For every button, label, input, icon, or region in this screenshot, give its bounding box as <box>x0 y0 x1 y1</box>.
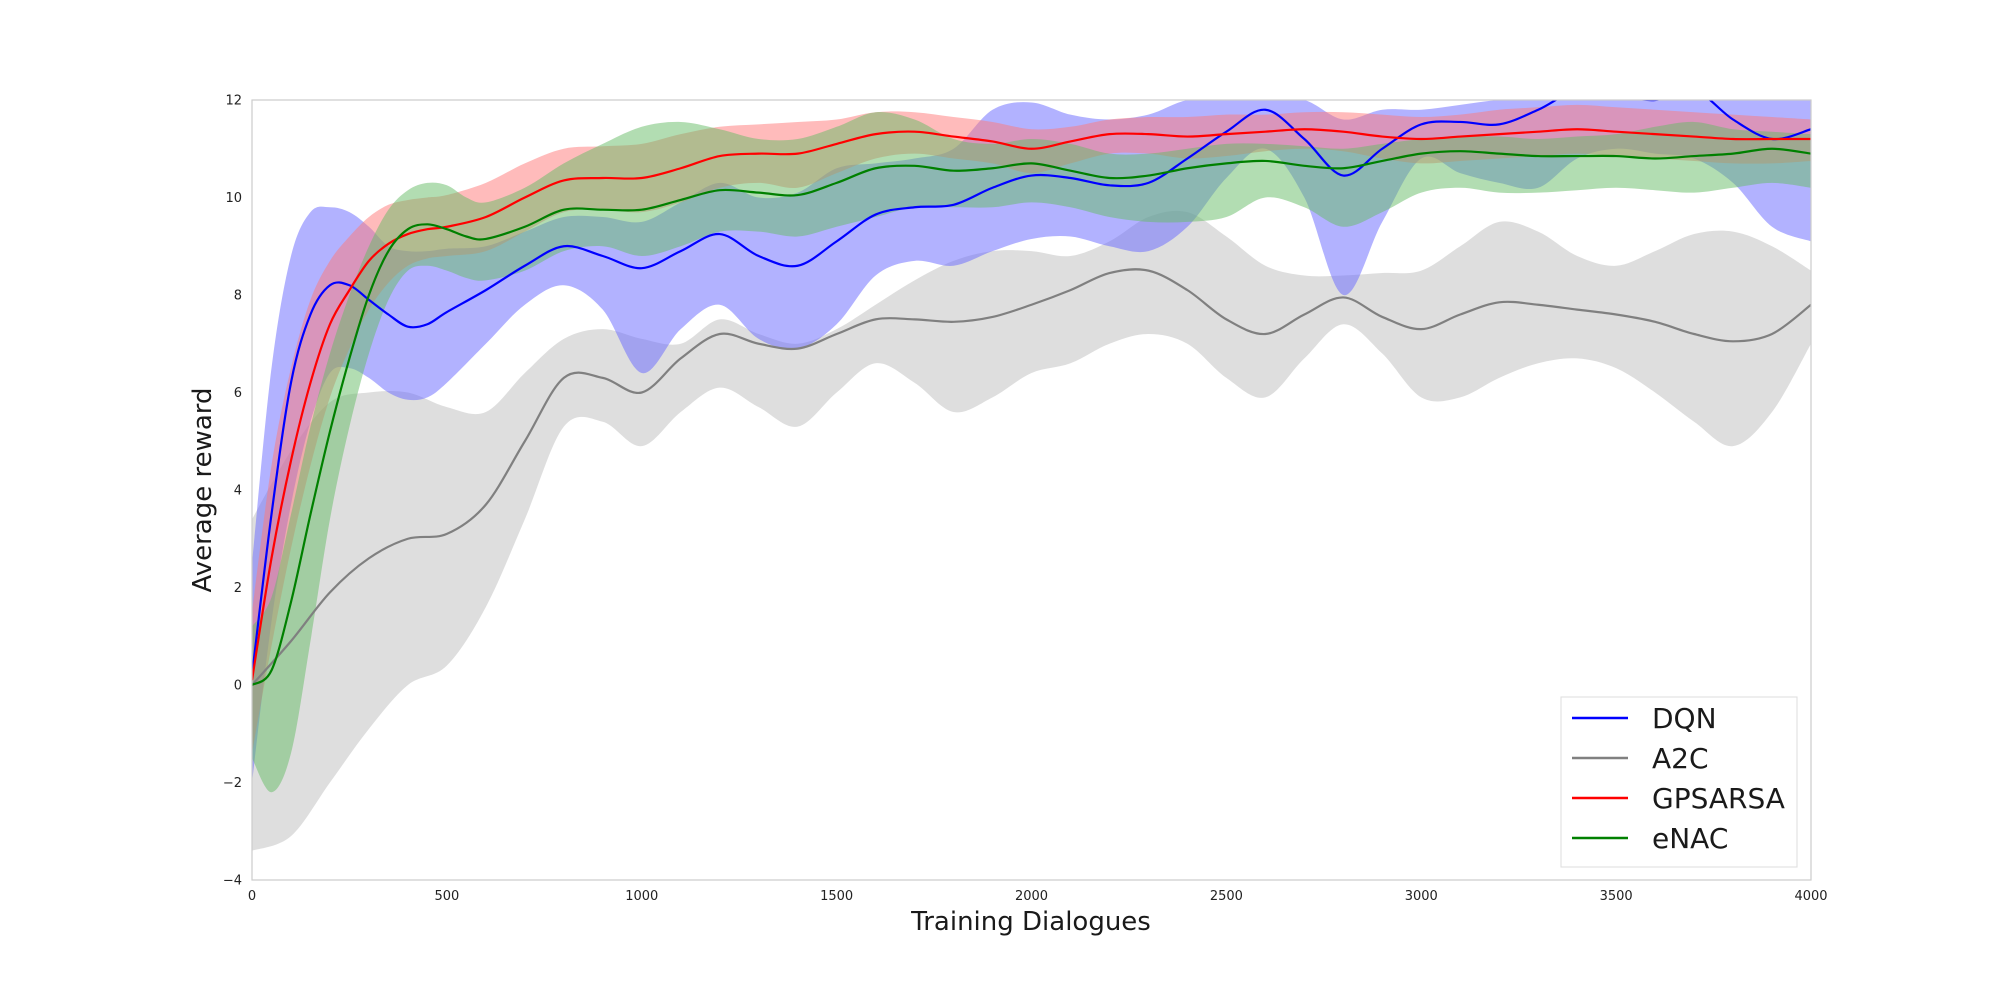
x-axis-title: Training Dialogues <box>910 907 1151 937</box>
y-axis-title: Average reward <box>188 387 218 592</box>
series-line-gpsarsa <box>252 128 1811 681</box>
y-tick-label: −4 <box>223 874 242 889</box>
y-tick-label: 4 <box>234 484 242 499</box>
x-tick-label: 3000 <box>1405 889 1438 904</box>
x-tick-label: 0 <box>248 889 256 904</box>
series-line-dqn <box>252 100 1811 676</box>
confidence-bands <box>252 100 1811 851</box>
y-tick-label: 10 <box>225 191 242 206</box>
legend-label-enac: eNAC <box>1652 822 1728 855</box>
plot-frame <box>251 99 1812 881</box>
x-tick-label: 3500 <box>1600 889 1633 904</box>
confidence-band-enac <box>252 111 1811 793</box>
y-tick-label: 12 <box>225 94 242 109</box>
legend-label-gpsarsa: GPSARSA <box>1652 782 1785 815</box>
confidence-band-dqn <box>252 100 1811 783</box>
series-line-enac <box>252 147 1811 686</box>
x-tick-label: 4000 <box>1794 889 1827 904</box>
x-tick-label: 1000 <box>625 889 658 904</box>
y-tick-label: 0 <box>234 679 242 694</box>
y-axis-ticks: −4 −2 0 2 4 6 8 10 12 <box>223 94 242 889</box>
x-tick-label: 1500 <box>820 889 853 904</box>
legend-label-a2c: A2C <box>1652 742 1709 775</box>
legend: DQN A2C GPSARSA eNAC <box>1560 696 1798 868</box>
x-tick-label: 2500 <box>1210 889 1243 904</box>
legend-label-dqn: DQN <box>1652 702 1717 735</box>
x-axis-ticks: 0 500 1000 1500 2000 2500 3000 3500 4000 <box>248 889 1828 904</box>
series-lines <box>252 100 1811 686</box>
y-tick-label: 8 <box>234 289 242 304</box>
y-tick-label: 6 <box>234 386 242 401</box>
y-tick-label: −2 <box>223 776 242 791</box>
x-tick-label: 500 <box>434 889 459 904</box>
y-tick-label: 2 <box>234 581 242 596</box>
x-tick-label: 2000 <box>1015 889 1048 904</box>
series-line-a2c <box>252 268 1811 686</box>
